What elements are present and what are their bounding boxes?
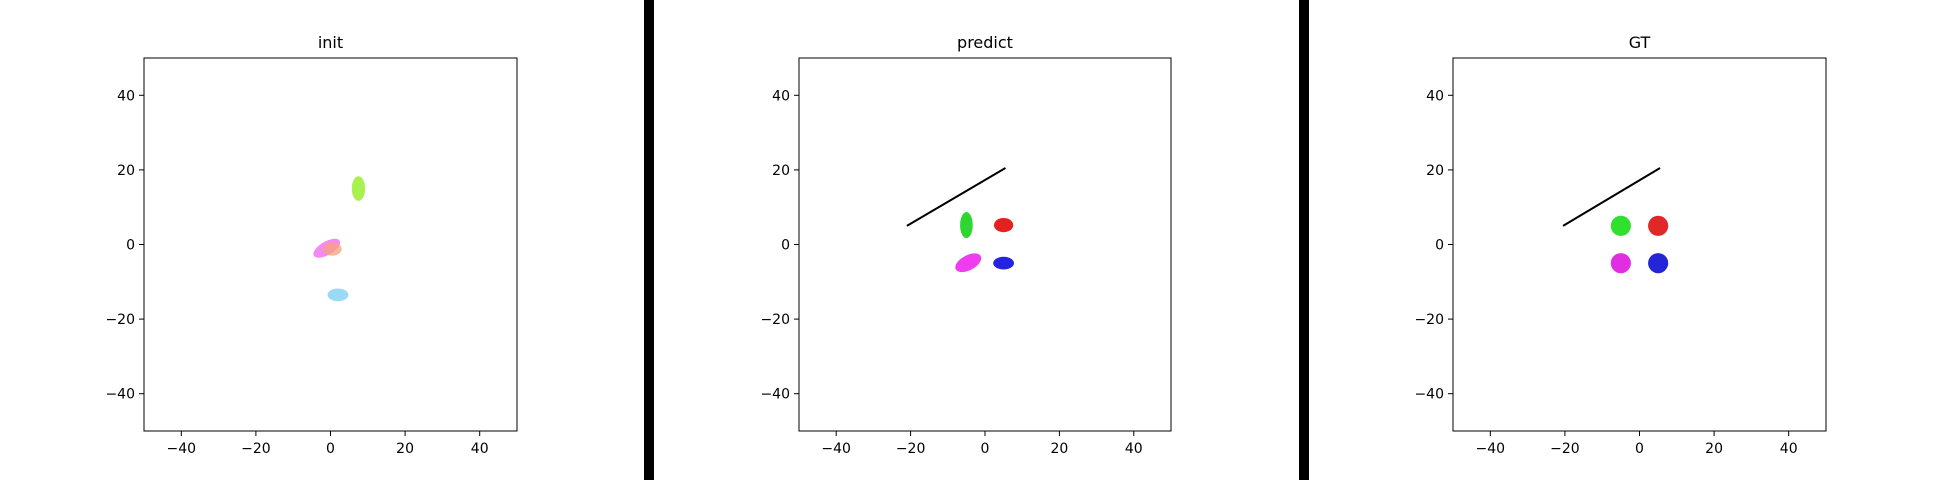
y-tick: 20 [772,163,799,179]
y-tick-label: −20 [1414,312,1444,328]
y-tick: 20 [1426,163,1453,179]
x-tick-label: −20 [896,441,926,457]
y-tick: 40 [117,88,144,104]
x-tick: 0 [1635,431,1644,457]
y-tick: 40 [1426,88,1453,104]
y-tick: 0 [781,238,799,254]
x-tick: −40 [821,431,851,457]
x-tick-label: 20 [396,441,414,457]
y-tick: −20 [760,312,799,328]
x-tick: −20 [241,431,271,457]
ellipse-1 [1610,215,1631,236]
subplot-predict: −40 −20 0 20 40 −40 −20 0 20 40 predict [760,33,1172,457]
y-tick-label: 40 [117,88,135,104]
ellipse-2 [993,218,1014,233]
ellipse-1 [960,212,973,239]
x-tick: 20 [396,431,414,457]
x-tick: −40 [167,431,197,457]
x-tick: −20 [1550,431,1580,457]
y-tick: −20 [1414,312,1453,328]
plot-area [313,176,366,302]
y-tick: 40 [772,88,799,104]
x-tick-label: −20 [241,441,271,457]
x-tick-label: 20 [1705,441,1723,457]
y-tick-label: 40 [772,88,790,104]
ellipse-2 [1648,215,1669,236]
line-segment-1 [1562,167,1661,227]
line-segment-1 [906,167,1006,227]
panel-divider-2 [1299,0,1309,480]
y-tick-label: −20 [760,312,790,328]
subplot-gt: −40 −20 0 20 40 −40 −20 0 20 40 GT [1414,33,1827,457]
ellipse-4 [993,256,1015,270]
x-tick: 40 [471,431,489,457]
x-tick-label: −20 [1550,441,1580,457]
x-tick-label: 0 [1635,441,1644,457]
y-tick-label: −40 [760,387,790,403]
y-tick-label: 40 [1426,88,1444,104]
y-tick-label: 0 [1435,238,1444,254]
x-tick: 40 [1780,431,1798,457]
plot-area [1562,167,1669,274]
x-tick-label: 20 [1050,441,1068,457]
ellipse-3 [323,242,342,256]
subplot-init: −40 −20 0 20 40 −40 −20 0 20 40 init [105,33,518,457]
y-tick: −20 [105,312,144,328]
x-tick: 40 [1125,431,1143,457]
x-tick-label: 0 [326,441,335,457]
y-tick: −40 [760,387,799,403]
x-tick: 0 [326,431,335,457]
ellipse-3 [1610,253,1631,274]
x-tick-label: −40 [821,441,851,457]
y-tick: 20 [117,163,144,179]
y-tick-label: −20 [105,312,135,328]
subplot-title: predict [957,33,1013,52]
y-tick-label: 0 [126,238,135,254]
y-tick-label: −40 [1414,387,1444,403]
y-tick-label: 20 [1426,163,1444,179]
x-tick: 20 [1705,431,1723,457]
x-tick-label: 40 [1125,441,1143,457]
x-tick: −40 [1476,431,1506,457]
subplot-title: GT [1629,33,1651,52]
y-tick-label: 20 [117,163,135,179]
axes-frame [798,57,1172,432]
y-tick: 0 [126,238,144,254]
y-tick-label: 0 [781,238,790,254]
ellipse-4 [327,288,349,302]
ellipse-4 [1648,253,1669,274]
x-tick: 0 [981,431,990,457]
axes-frame [1452,57,1827,432]
y-tick: 0 [1435,238,1453,254]
x-tick-label: −40 [1476,441,1506,457]
ellipse-3 [955,253,982,273]
y-tick: −40 [105,387,144,403]
x-tick-label: 0 [981,441,990,457]
y-tick-label: −40 [105,387,135,403]
y-tick-label: 20 [772,163,790,179]
x-tick-label: −40 [167,441,197,457]
ellipse-1 [351,176,366,201]
y-tick: −40 [1414,387,1453,403]
subplot-title: init [318,33,343,52]
x-tick-label: 40 [1780,441,1798,457]
x-tick: 20 [1050,431,1068,457]
plot-area [906,167,1015,273]
panel-divider-1 [644,0,654,480]
x-tick: −20 [896,431,926,457]
x-tick-label: 40 [471,441,489,457]
